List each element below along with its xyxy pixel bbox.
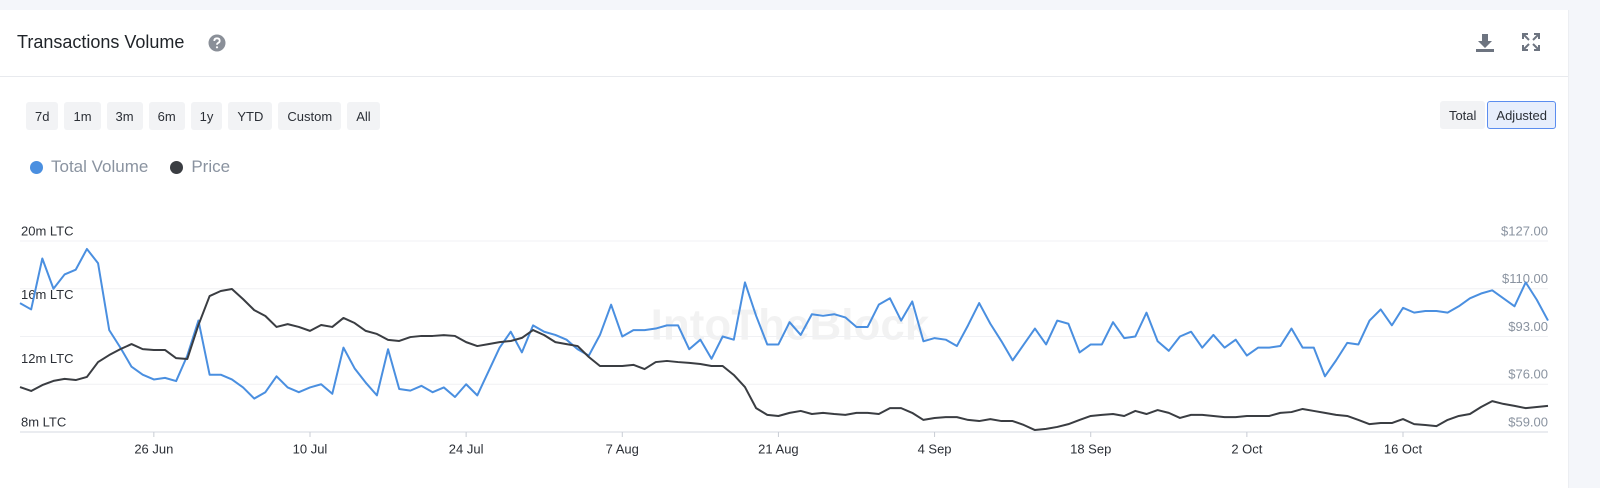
x-tick-label: 21 Aug [758, 441, 799, 456]
y2-tick-label: $76.00 [1508, 367, 1548, 382]
range-button[interactable]: 6m [148, 102, 185, 130]
x-tick-label: 24 Jul [449, 441, 484, 456]
mode-button[interactable]: Adjusted [1487, 101, 1556, 129]
range-button[interactable]: All [347, 102, 380, 130]
range-button[interactable]: Custom [278, 102, 342, 130]
x-tick-label: 26 Jun [134, 441, 173, 456]
help-icon[interactable] [208, 34, 226, 52]
y-tick-label: 16m LTC [21, 287, 74, 302]
series-line [19, 288, 1549, 432]
watermark: IntoTheBlock [651, 301, 930, 350]
legend-label: Total Volume [51, 157, 149, 176]
legend-swatch [30, 160, 43, 174]
series-line [19, 247, 1549, 400]
legend-item[interactable]: Total Volume [30, 157, 148, 177]
mode-button[interactable]: Total [1439, 101, 1486, 129]
range-button[interactable]: 3m [106, 102, 143, 130]
card-header: Transactions Volume [0, 10, 1568, 77]
range-buttons: 7d 1m 3m 6m 1y YTD Custom All [26, 102, 380, 130]
y2-tick-label: $127.00 [1501, 223, 1548, 238]
legend-swatch [170, 160, 184, 174]
y2-tick-label: $110.00 [1502, 271, 1548, 286]
y2-tick-label: $93.00 [1508, 319, 1548, 334]
fullscreen-icon[interactable] [1521, 32, 1541, 52]
range-button[interactable]: 1m [64, 102, 101, 130]
x-tick-label: 10 Jul [293, 441, 328, 456]
x-tick-label: 2 Oct [1231, 441, 1262, 456]
x-tick-label: 7 Aug [606, 441, 639, 456]
legend: Total Volume Price [30, 157, 230, 177]
x-tick-label: 16 Oct [1384, 441, 1423, 456]
card: Transactions Volume 7d 1m 3m 6m 1y YTD Custom A… [0, 10, 1569, 488]
range-button[interactable]: 1y [190, 102, 223, 130]
download-icon[interactable] [1474, 32, 1496, 54]
title: Transactions Volume [17, 32, 185, 52]
x-tick-label: 18 Sep [1070, 441, 1111, 456]
y-tick-label: 8m LTC [21, 414, 66, 429]
mode-buttons: Total Adjusted [1439, 101, 1556, 129]
y-tick-label: 12m LTC [21, 351, 74, 366]
legend-item[interactable]: Price [170, 157, 230, 177]
legend-label: Price [191, 157, 231, 176]
y2-tick-label: $59.00 [1508, 414, 1548, 429]
y-tick-label: 20m LTC [21, 223, 74, 238]
range-button[interactable]: 7d [26, 102, 59, 130]
x-tick-label: 4 Sep [918, 441, 952, 456]
range-button[interactable]: YTD [228, 102, 273, 130]
